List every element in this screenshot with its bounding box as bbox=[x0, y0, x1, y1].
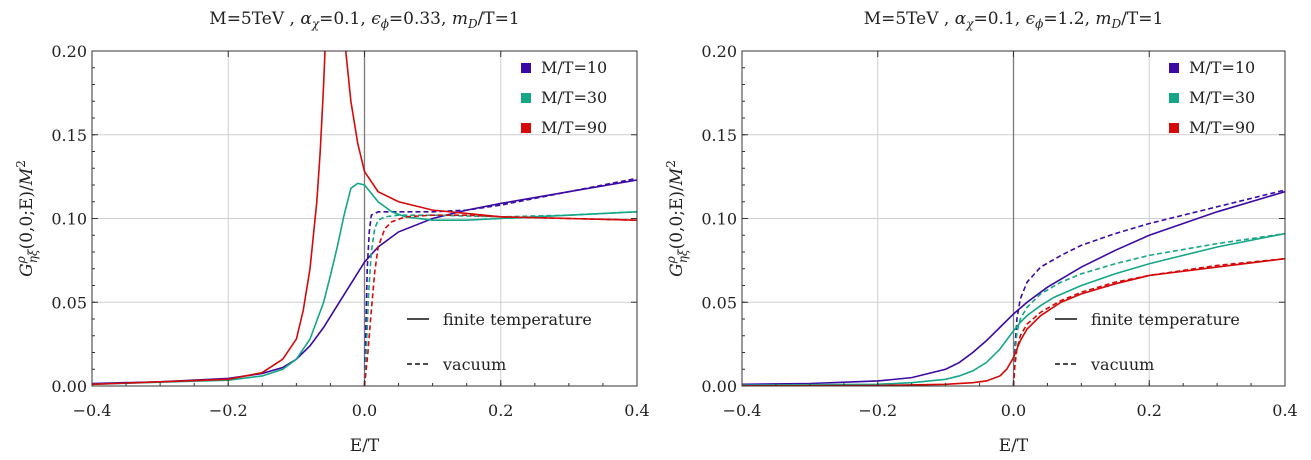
legend-swatch bbox=[521, 93, 531, 103]
legend-label: M/T=10 bbox=[1189, 58, 1255, 77]
x-tick-label: 0.0 bbox=[352, 401, 377, 420]
y-tick-label: 0.15 bbox=[701, 126, 737, 145]
x-tick-label: 0.4 bbox=[624, 401, 649, 420]
x-axis-label: E/T bbox=[999, 436, 1029, 456]
y-tick-label: 0.15 bbox=[51, 126, 87, 145]
series-line-dashed bbox=[1012, 232, 1285, 386]
legend-swatch bbox=[1169, 123, 1179, 133]
x-tick-label: 0.4 bbox=[1272, 401, 1297, 420]
y-tick-label: 0.10 bbox=[51, 210, 87, 229]
x-tick-label: −0.4 bbox=[723, 401, 762, 420]
legend-swatch bbox=[1169, 93, 1179, 103]
legend-swatch bbox=[1169, 63, 1179, 73]
series-line-solid bbox=[92, 182, 637, 386]
y-tick-label: 0.10 bbox=[701, 210, 737, 229]
y-tick-label: 0.05 bbox=[701, 293, 737, 312]
legend-label: M/T=90 bbox=[541, 118, 607, 137]
x-tick-label: −0.4 bbox=[73, 401, 112, 420]
x-tick-label: 0.2 bbox=[1137, 401, 1162, 420]
legend-label: M/T=30 bbox=[1189, 88, 1255, 107]
y-tick-label: 0.05 bbox=[51, 293, 87, 312]
y-axis-label: Gρηξ(0,0;E)/M2 bbox=[14, 160, 40, 277]
y-tick-label: 0.00 bbox=[701, 377, 737, 396]
y-tick-label: 0.20 bbox=[701, 42, 737, 61]
right-panel: −0.4 −0.2 0.0 0.2 0.4 0.00 0.05 0.10 0.15 0.20 M=5… bbox=[664, 9, 1298, 456]
legend-label: finite temperature bbox=[443, 310, 592, 329]
legend-label: vacuum bbox=[442, 355, 506, 374]
x-tick-label: 0.0 bbox=[1001, 401, 1026, 420]
y-axis-label: Gρηξ(0,0;E)/M2 bbox=[664, 160, 690, 277]
x-tick-label: −0.2 bbox=[858, 401, 897, 420]
series-line-dashed bbox=[1012, 189, 1285, 386]
chart-title: M=5TeV , αχ=0.1, ϵϕ=0.33, mD/T=1 bbox=[209, 9, 519, 31]
series-line-solid bbox=[92, 51, 637, 386]
legend-label: finite temperature bbox=[1091, 310, 1240, 329]
series-line-solid bbox=[742, 190, 1285, 386]
x-axis-label: E/T bbox=[350, 436, 380, 456]
y-tick-label: 0.20 bbox=[51, 42, 87, 61]
legend-label: M/T=30 bbox=[541, 88, 607, 107]
series-line-dashed bbox=[363, 177, 637, 386]
series-line-dashed bbox=[363, 214, 637, 386]
x-tick-label: 0.2 bbox=[488, 401, 513, 420]
series-line-solid bbox=[742, 232, 1285, 386]
legend-swatch bbox=[521, 123, 531, 133]
legend-swatch bbox=[521, 63, 531, 73]
legend-label: M/T=90 bbox=[1189, 118, 1255, 137]
chart-title: M=5TeV , αχ=0.1, ϵϕ=1.2, mD/T=1 bbox=[864, 9, 1164, 31]
x-tick-label: −0.2 bbox=[209, 401, 248, 420]
series-line-dashed bbox=[1012, 257, 1285, 386]
left-panel: −0.4 −0.2 0.0 0.2 0.4 0.00 0.05 0.10 0.15 0.20 M=5… bbox=[14, 9, 650, 456]
y-tick-label: 0.00 bbox=[51, 377, 87, 396]
series-line-dashed bbox=[363, 211, 637, 386]
legend-label: vacuum bbox=[1090, 355, 1154, 374]
legend-label: M/T=10 bbox=[541, 58, 607, 77]
